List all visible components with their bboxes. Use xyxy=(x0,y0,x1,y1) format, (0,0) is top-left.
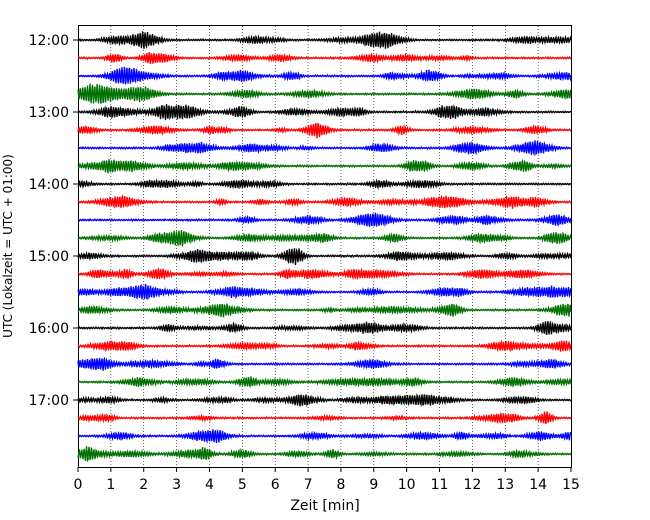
trace-line xyxy=(77,411,572,425)
y-tick-label: 16:00 xyxy=(29,321,69,337)
trace-line xyxy=(77,283,572,301)
x-axis-ticks: 0 1 2 3 4 5 6 7 8 9 10 11 12 13 14 15 xyxy=(74,467,580,493)
y-tick-label: 12:00 xyxy=(29,33,69,49)
trace-line xyxy=(77,83,572,104)
x-tick-label: 9 xyxy=(369,477,378,493)
trace-line xyxy=(77,392,572,408)
trace-line xyxy=(77,52,572,65)
x-tick-label: 3 xyxy=(172,477,181,493)
x-tick-label: 13 xyxy=(496,477,514,493)
trace-line xyxy=(77,178,572,191)
x-axis-label: Zeit [min] xyxy=(290,498,359,514)
trace-line xyxy=(77,446,572,463)
trace-line xyxy=(77,303,572,318)
x-tick-label: 11 xyxy=(431,477,449,493)
x-tick-label: 5 xyxy=(238,477,247,493)
x-tick-label: 12 xyxy=(463,477,481,493)
trace-line xyxy=(77,320,572,335)
x-tick-label: 2 xyxy=(139,477,148,493)
x-tick-label: 8 xyxy=(336,477,345,493)
trace-line xyxy=(77,104,572,121)
trace-line xyxy=(77,194,572,210)
x-tick-label: 7 xyxy=(304,477,313,493)
trace-line xyxy=(77,31,572,50)
trace-line xyxy=(77,230,572,247)
trace-line xyxy=(77,267,572,281)
y-tick-label: 15:00 xyxy=(29,249,69,265)
trace-line xyxy=(77,428,572,444)
trace-line xyxy=(77,356,572,371)
y-tick-label: 14:00 xyxy=(29,177,69,193)
trace-line xyxy=(77,212,572,227)
x-tick-label: 10 xyxy=(398,477,416,493)
x-tick-label: 0 xyxy=(74,477,83,493)
x-tick-label: 4 xyxy=(205,477,214,493)
y-tick-label: 17:00 xyxy=(29,393,69,409)
trace-line xyxy=(77,248,572,265)
x-tick-label: 1 xyxy=(106,477,115,493)
trace-line xyxy=(77,158,572,174)
trace-line xyxy=(77,376,572,389)
x-tick-label: 14 xyxy=(529,477,547,493)
seismic-traces xyxy=(77,31,572,463)
plot-frame xyxy=(78,25,572,468)
trace-line xyxy=(77,140,572,157)
x-tick-label: 6 xyxy=(271,477,280,493)
y-axis-label: UTC (Lokalzeit = UTC + 01:00) xyxy=(1,154,15,338)
y-tick-label: 13:00 xyxy=(29,105,69,121)
x-tick-label: 15 xyxy=(562,477,580,493)
y-axis-ticks: 12:00 13:00 14:00 15:00 16:00 17:00 xyxy=(29,33,78,409)
trace-line xyxy=(77,339,572,353)
trace-line xyxy=(77,122,572,139)
trace-line xyxy=(77,66,572,85)
